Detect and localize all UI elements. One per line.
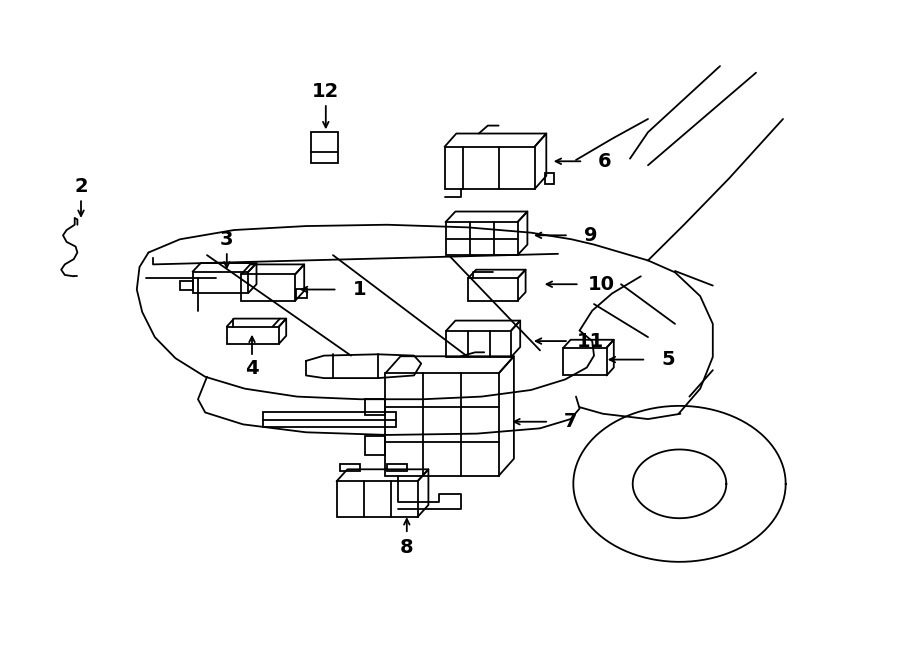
Text: 12: 12 (312, 82, 339, 100)
Text: 8: 8 (400, 538, 414, 557)
Bar (385, 373, 499, 476)
Bar (241, 274, 295, 301)
Bar (387, 464, 407, 471)
Bar (340, 464, 360, 471)
Text: 4: 4 (245, 360, 259, 378)
Bar (544, 173, 554, 184)
Bar (193, 272, 248, 293)
Bar (365, 436, 385, 455)
Bar (563, 348, 607, 375)
Bar (445, 147, 535, 189)
Bar (365, 399, 385, 415)
Text: 2: 2 (74, 177, 88, 196)
Text: 3: 3 (220, 230, 234, 249)
Bar (446, 330, 511, 357)
Bar (180, 281, 193, 290)
Text: 10: 10 (588, 275, 615, 293)
Text: 5: 5 (661, 350, 675, 369)
Bar (446, 222, 518, 255)
Bar (311, 132, 338, 163)
Text: 6: 6 (598, 152, 612, 171)
Bar (263, 412, 396, 427)
Bar (227, 327, 279, 344)
Bar (468, 278, 518, 301)
Text: 1: 1 (353, 280, 367, 299)
Text: 7: 7 (563, 412, 578, 431)
Text: 11: 11 (577, 332, 604, 350)
Text: 9: 9 (583, 226, 598, 245)
Bar (337, 481, 418, 517)
Bar (296, 289, 307, 298)
